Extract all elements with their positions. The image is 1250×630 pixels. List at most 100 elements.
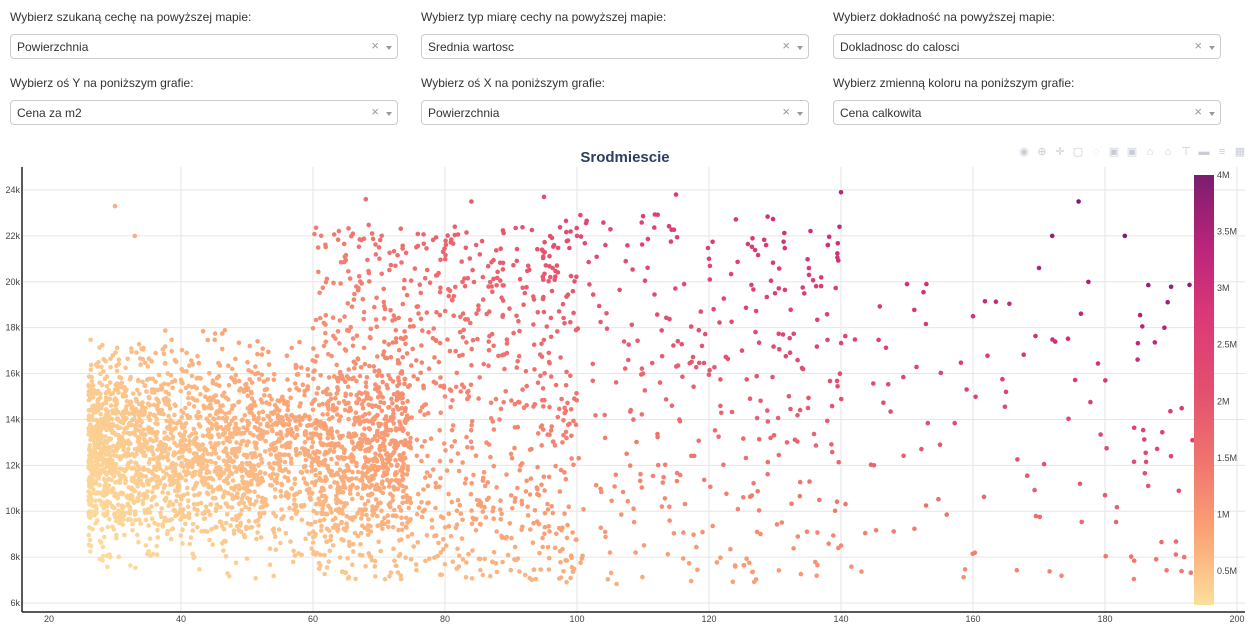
zoom-icon[interactable]: ⊕ bbox=[1037, 146, 1047, 158]
data-point bbox=[729, 409, 735, 415]
data-point bbox=[125, 356, 130, 362]
chevron-down-icon[interactable] bbox=[1209, 46, 1215, 50]
data-point bbox=[501, 399, 507, 405]
data-point bbox=[539, 423, 545, 428]
hover-compare-icon[interactable]: ≡ bbox=[1218, 146, 1226, 158]
data-point bbox=[135, 498, 140, 504]
data-point bbox=[440, 515, 446, 521]
data-point bbox=[814, 344, 820, 349]
clear-icon[interactable]: × bbox=[371, 38, 379, 53]
graph-y-axis-dropdown[interactable]: Cena za m2 × bbox=[10, 100, 398, 125]
data-point bbox=[379, 233, 385, 239]
map-precision-dropdown[interactable]: Dokladnosc do calosci × bbox=[833, 34, 1221, 59]
data-point bbox=[401, 488, 406, 494]
data-point bbox=[396, 527, 401, 533]
data-point bbox=[419, 343, 424, 348]
map-feature-dropdown[interactable]: Powierzchnia × bbox=[10, 34, 398, 59]
data-point bbox=[220, 393, 225, 398]
data-point bbox=[493, 248, 499, 253]
data-point bbox=[459, 259, 465, 264]
data-point bbox=[97, 498, 103, 503]
data-point bbox=[86, 489, 91, 494]
map-measure-label: Wybierz typ miarę cechy na powyższej map… bbox=[421, 10, 667, 24]
data-point bbox=[338, 475, 344, 480]
data-point bbox=[333, 515, 338, 521]
pan-icon[interactable]: ✛ bbox=[1055, 146, 1065, 158]
graph-x-axis-dropdown[interactable]: Powierzchnia × bbox=[421, 100, 809, 125]
data-point bbox=[332, 472, 337, 478]
data-point bbox=[374, 324, 380, 330]
data-point bbox=[256, 410, 262, 416]
graph-color-dropdown[interactable]: Cena calkowita × bbox=[833, 100, 1221, 125]
data-point bbox=[408, 278, 414, 283]
data-point bbox=[353, 576, 358, 582]
clear-icon[interactable]: × bbox=[782, 38, 790, 53]
data-point bbox=[370, 504, 375, 509]
data-point bbox=[129, 478, 135, 484]
data-point bbox=[363, 196, 369, 202]
hover-closest-icon[interactable]: ▬ bbox=[1198, 146, 1210, 158]
data-point bbox=[200, 442, 205, 447]
spike-lines-icon[interactable]: ⊤ bbox=[1181, 146, 1191, 158]
data-point bbox=[530, 540, 536, 545]
data-point bbox=[604, 311, 609, 316]
chevron-down-icon[interactable] bbox=[386, 112, 392, 116]
data-point bbox=[281, 423, 286, 428]
data-point bbox=[284, 400, 290, 406]
data-point bbox=[301, 476, 307, 481]
graph-y-axis-label: Wybierz oś Y na poniższym grafie: bbox=[10, 76, 194, 90]
data-point bbox=[548, 274, 553, 280]
data-point bbox=[375, 354, 380, 359]
data-point bbox=[499, 511, 504, 517]
data-point bbox=[342, 407, 348, 413]
data-point bbox=[388, 415, 394, 420]
data-point bbox=[500, 298, 506, 303]
data-point bbox=[488, 573, 493, 579]
map-measure-dropdown[interactable]: Srednia wartosc × bbox=[421, 34, 809, 59]
reset-axes-icon[interactable]: ⌂ bbox=[1164, 146, 1172, 158]
data-point bbox=[398, 573, 404, 578]
data-point bbox=[368, 335, 373, 341]
data-point bbox=[145, 551, 150, 557]
data-point bbox=[316, 269, 321, 275]
clear-icon[interactable]: × bbox=[371, 104, 379, 119]
data-point bbox=[250, 468, 255, 474]
data-point bbox=[437, 289, 443, 295]
chevron-down-icon[interactable] bbox=[1209, 112, 1215, 116]
data-point bbox=[450, 297, 455, 303]
data-point bbox=[419, 360, 425, 365]
clear-icon[interactable]: × bbox=[1194, 38, 1202, 53]
clear-icon[interactable]: × bbox=[782, 104, 790, 119]
chevron-down-icon[interactable] bbox=[797, 112, 803, 116]
box-select-icon[interactable]: ▢ bbox=[1072, 146, 1084, 158]
zoom-out-icon[interactable]: ▣ bbox=[1126, 146, 1138, 158]
data-point bbox=[244, 526, 249, 532]
data-point bbox=[429, 517, 435, 523]
data-point bbox=[377, 256, 382, 261]
data-point bbox=[119, 509, 125, 515]
data-point bbox=[179, 408, 184, 413]
plotly-logo-icon[interactable]: ▦ bbox=[1234, 146, 1246, 158]
data-point bbox=[318, 233, 324, 239]
data-point bbox=[562, 405, 567, 411]
autoscale-icon[interactable]: ⌂ bbox=[1146, 146, 1154, 158]
data-point bbox=[262, 510, 267, 516]
data-point bbox=[505, 552, 511, 558]
data-point bbox=[1142, 437, 1147, 442]
data-point bbox=[593, 482, 599, 488]
data-point bbox=[381, 465, 386, 471]
data-point bbox=[163, 396, 169, 401]
data-point bbox=[350, 343, 356, 349]
data-point bbox=[309, 423, 314, 428]
camera-icon[interactable]: ◉ bbox=[1019, 146, 1029, 158]
data-point bbox=[162, 515, 168, 521]
data-point bbox=[322, 452, 327, 457]
chevron-down-icon[interactable] bbox=[386, 46, 392, 50]
data-point bbox=[417, 282, 423, 287]
data-point bbox=[356, 244, 362, 250]
data-point bbox=[382, 339, 387, 345]
clear-icon[interactable]: × bbox=[1194, 104, 1202, 119]
zoom-in-icon[interactable]: ▣ bbox=[1108, 146, 1120, 158]
chevron-down-icon[interactable] bbox=[797, 46, 803, 50]
lasso-icon[interactable]: ◌ bbox=[1092, 146, 1100, 158]
